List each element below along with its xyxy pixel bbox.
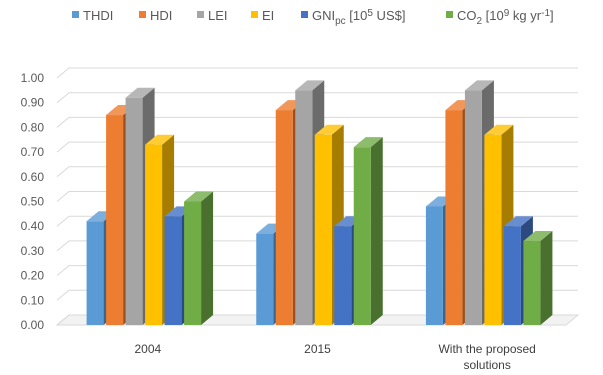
bar-top — [314, 124, 344, 135]
bar-top — [295, 80, 325, 91]
y-tick-label: 0.50 — [21, 195, 45, 209]
y-tick-label: 0.20 — [21, 269, 45, 283]
gridline — [56, 116, 578, 128]
gridline — [56, 314, 578, 326]
legend-swatch — [139, 11, 146, 18]
y-tick-label: 0.80 — [21, 120, 45, 134]
bar-top — [145, 134, 175, 145]
y-tick-label: 0.40 — [21, 219, 45, 233]
legend-label: EI — [262, 8, 274, 23]
legend-label: GNIpc [105 US$] — [312, 8, 405, 27]
bar-top — [484, 124, 514, 135]
legend-label: HDI — [150, 8, 172, 23]
y-tick-label: 0.10 — [21, 293, 45, 307]
y-tick-label: 0.70 — [21, 145, 45, 159]
bar-front — [125, 97, 143, 325]
bar-front — [295, 90, 313, 325]
legend-item: HDI — [139, 8, 172, 23]
y-tick-label: 1.00 — [21, 71, 45, 85]
bar-front — [106, 115, 124, 325]
bar-front — [184, 201, 202, 325]
legend-label: LEI — [208, 8, 228, 23]
y-tick-label: 0.00 — [21, 318, 45, 332]
legend: THDI HDI LEI EI GNIpc [105 US$] CO2 [109 kg y… — [72, 8, 554, 27]
legend-item: GNIpc [105 US$] — [301, 8, 405, 27]
bar-front — [464, 90, 482, 325]
bar-top — [353, 137, 383, 148]
bars — [86, 80, 553, 325]
bar-top — [523, 231, 553, 242]
x-axis: 2004 2015 With the proposed solutions — [134, 342, 535, 372]
gridline — [56, 166, 578, 178]
bar-top — [125, 87, 155, 98]
category-label: 2004 — [134, 342, 161, 356]
bar-front — [523, 241, 541, 325]
y-tick-label: 0.90 — [21, 96, 45, 110]
gridlines — [56, 67, 578, 326]
bar-side — [540, 231, 553, 325]
bar — [353, 137, 383, 325]
bar-front — [314, 134, 332, 325]
legend-swatch — [72, 11, 79, 18]
bar-top — [464, 80, 494, 91]
bar-front — [256, 233, 274, 325]
bar-side — [201, 191, 214, 325]
gridline — [56, 92, 578, 104]
y-tick-label: 0.60 — [21, 170, 45, 184]
legend-label: THDI — [83, 8, 113, 23]
legend-swatch — [446, 11, 453, 18]
legend-item: CO2 [109 kg yr-1] — [446, 8, 554, 27]
gridline — [56, 191, 578, 202]
bar-side — [370, 137, 383, 325]
bar-front — [145, 144, 163, 325]
y-tick-label: 0.30 — [21, 244, 45, 258]
legend-item: LEI — [197, 8, 228, 23]
bar-front — [445, 110, 463, 325]
bar — [184, 191, 214, 325]
y-axis: 0.00 0.10 0.20 0.30 0.40 0.50 0.60 0.70 0.80 0.90… — [21, 71, 45, 332]
legend-item: THDI — [72, 8, 113, 23]
bar-front — [425, 206, 443, 325]
category-label: 2015 — [304, 342, 331, 356]
gridline — [56, 141, 578, 153]
category-label: With the proposed solutions — [438, 342, 535, 372]
bar — [523, 231, 553, 325]
bar-top — [184, 191, 214, 202]
bar-front — [503, 226, 521, 325]
legend-swatch — [301, 11, 308, 18]
legend-swatch — [197, 11, 204, 18]
gridline — [56, 67, 578, 79]
gridline — [56, 215, 578, 227]
bar-front — [484, 134, 502, 325]
gridline — [56, 289, 578, 301]
bar-front — [334, 226, 352, 325]
bar-front — [164, 216, 182, 325]
legend-label: CO2 [109 kg yr-1] — [457, 8, 554, 27]
bar-front — [86, 221, 104, 325]
gridline — [56, 265, 578, 276]
gridline — [56, 240, 578, 252]
legend-swatch — [251, 11, 258, 18]
legend-item: EI — [251, 8, 274, 23]
bar-top — [503, 216, 533, 227]
bar-front — [275, 110, 293, 325]
bar-front — [353, 147, 371, 325]
